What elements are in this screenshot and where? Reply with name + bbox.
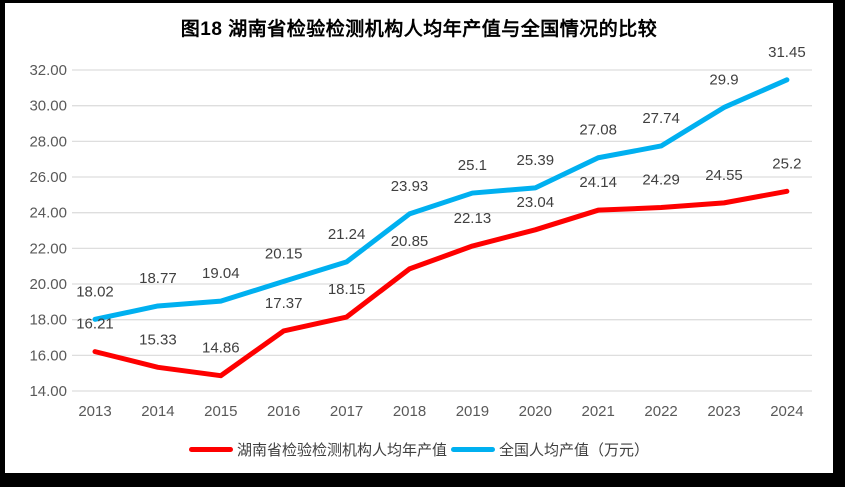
data-label-series-1: 18.02 <box>76 283 114 300</box>
data-label-series-0: 23.04 <box>517 194 555 211</box>
data-label-series-1: 18.77 <box>139 270 177 287</box>
x-axis-tick-label: 2023 <box>707 403 740 420</box>
data-label-series-1: 20.15 <box>265 245 303 262</box>
x-axis-tick-label: 2022 <box>644 403 677 420</box>
data-label-series-0: 24.14 <box>579 174 617 191</box>
y-axis-tick-label: 26.00 <box>29 169 67 186</box>
data-label-series-0: 16.21 <box>76 316 114 333</box>
line-chart-canvas: 14.00 16.00 18.00 20.00 22.00 24.00 26.00 28.00… <box>29 44 812 420</box>
data-label-series-1: 27.08 <box>579 122 617 139</box>
x-axis-tick-label: 2021 <box>582 403 615 420</box>
data-label-series-0: 25.2 <box>772 155 801 172</box>
x-axis-tick-label: 2015 <box>204 403 237 420</box>
data-label-series-1: 21.24 <box>328 226 366 243</box>
chart-title: 图18 湖南省检验检测机构人均年产值与全国情况的比较 <box>180 19 658 40</box>
legend-label-national: 全国人均产值（万元） <box>499 441 650 459</box>
x-axis-tick-label: 2014 <box>141 403 174 420</box>
x-axis-tick-label: 2018 <box>393 403 426 420</box>
data-label-series-1: 23.93 <box>391 178 429 195</box>
y-axis-tick-label: 18.00 <box>29 312 67 329</box>
legend-item-national: 全国人均产值（万元） <box>451 439 649 460</box>
legend-line-swatch-blue <box>451 446 495 452</box>
x-axis-tick-label: 2017 <box>330 403 363 420</box>
y-axis-tick-label: 16.00 <box>29 347 67 364</box>
chart-legend: 湖南省检验检测机构人均年产值 全国人均产值（万元） <box>5 439 833 460</box>
data-label-series-0: 15.33 <box>139 331 177 348</box>
x-axis-tick-label: 2024 <box>770 403 803 420</box>
y-axis-tick-label: 24.00 <box>29 205 67 222</box>
y-axis-tick-label: 22.00 <box>29 240 67 257</box>
y-axis-tick-label: 30.00 <box>29 98 67 115</box>
data-label-series-0: 22.13 <box>454 210 492 227</box>
y-axis-tick-label: 32.00 <box>29 62 67 79</box>
x-axis-tick-label: 2019 <box>456 403 489 420</box>
y-axis-tick-label: 14.00 <box>29 383 67 400</box>
data-label-series-0: 14.86 <box>202 340 240 357</box>
data-label-series-0: 24.55 <box>705 167 743 184</box>
x-axis-tick-label: 2016 <box>267 403 300 420</box>
data-label-series-1: 31.45 <box>768 44 806 61</box>
x-axis-tick-label: 2020 <box>519 403 552 420</box>
legend-line-swatch-red <box>188 446 233 452</box>
data-label-series-0: 18.15 <box>328 281 366 298</box>
data-label-series-0: 24.29 <box>642 172 680 189</box>
data-label-series-1: 25.1 <box>458 157 487 174</box>
legend-item-hunan: 湖南省检验检测机构人均年产值 <box>188 439 447 460</box>
data-label-series-0: 20.85 <box>391 233 429 250</box>
data-label-series-1: 27.74 <box>642 110 680 127</box>
y-axis-tick-label: 28.00 <box>29 133 67 150</box>
data-label-series-1: 19.04 <box>202 265 240 282</box>
y-axis-tick-label: 20.00 <box>29 276 67 293</box>
data-label-series-1: 25.39 <box>517 152 555 169</box>
legend-label-hunan: 湖南省检验检测机构人均年产值 <box>236 441 447 459</box>
series-line-1 <box>92 77 790 322</box>
x-axis-tick-label: 2013 <box>78 403 111 420</box>
series-line-0 <box>92 188 790 379</box>
data-label-series-1: 29.9 <box>709 71 738 88</box>
data-label-series-0: 17.37 <box>265 295 303 312</box>
